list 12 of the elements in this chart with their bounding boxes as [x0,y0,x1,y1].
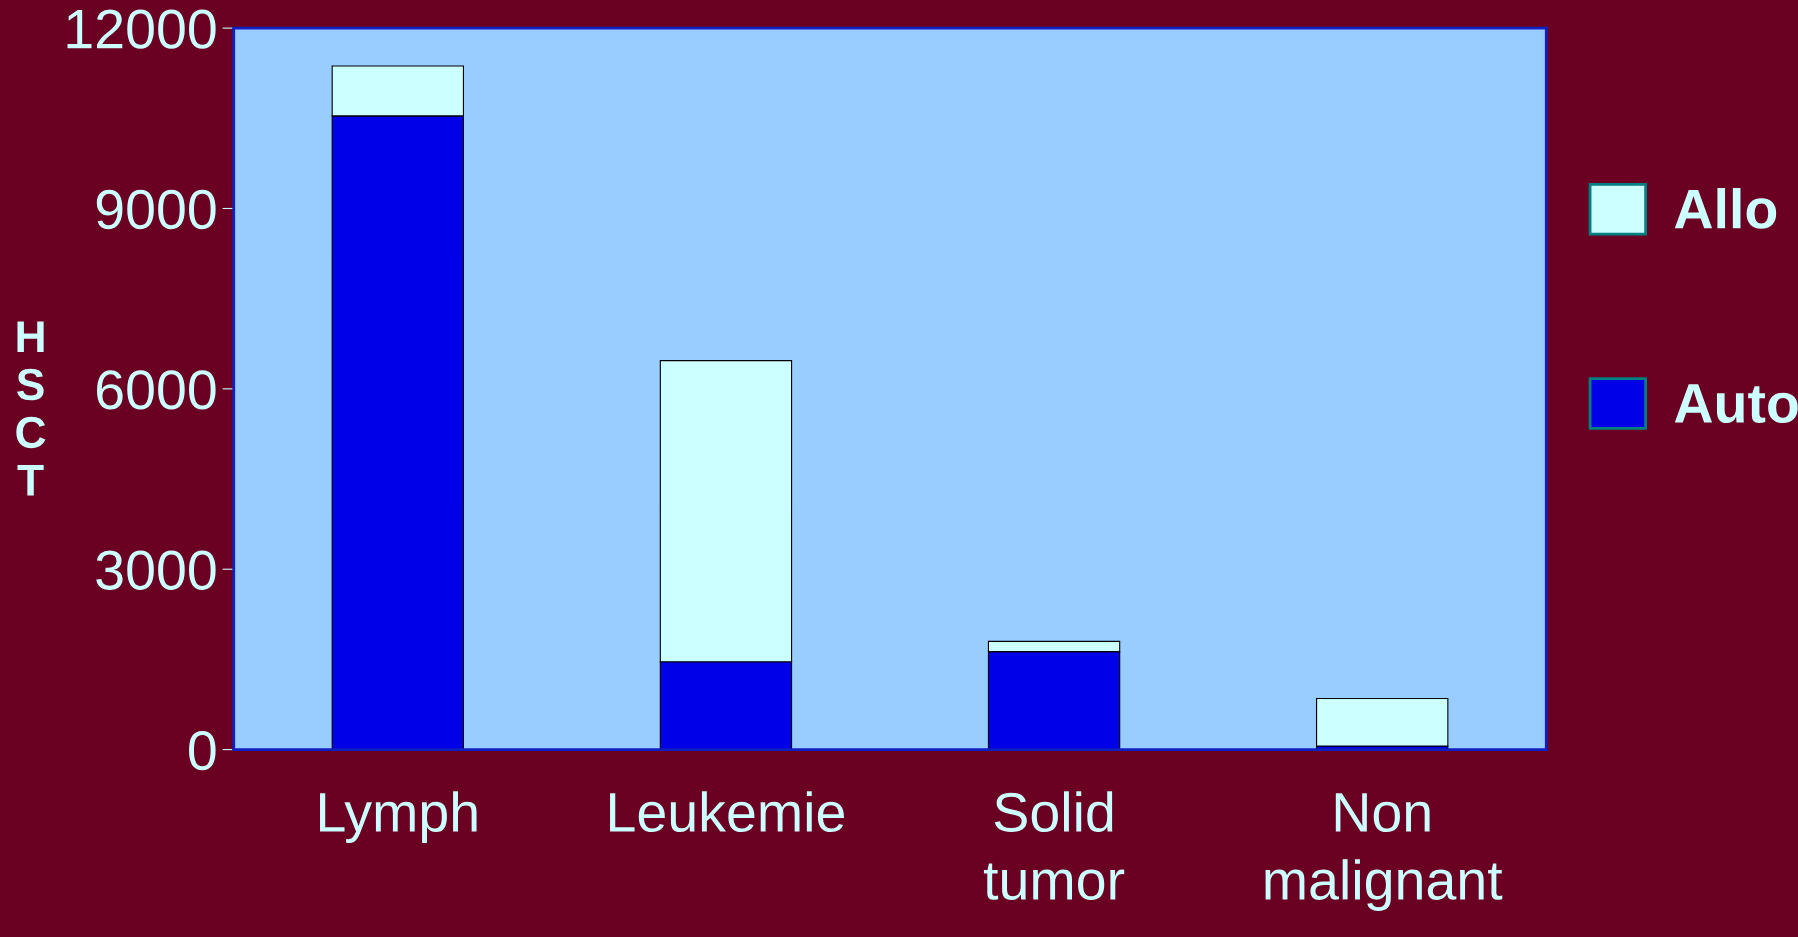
legend-label: Auto [1674,384,1798,424]
y-tick-label: 9000 [96,189,216,230]
y-tick-label: 0 [189,730,216,771]
y-tick-label: 6000 [97,370,216,410]
x-tick-label: Lymph [320,791,477,844]
x-tick-label: Solid tumor [983,791,1125,900]
x-tick-label: Leukemie [610,791,844,833]
y-axis-title: HSCT [16,321,46,496]
legend-label: Allo [1674,187,1777,229]
x-tick-label: Non malignant [1265,793,1503,911]
y-tick-label: 3000 [96,550,216,590]
y-tick-label: 12000 [67,9,216,49]
